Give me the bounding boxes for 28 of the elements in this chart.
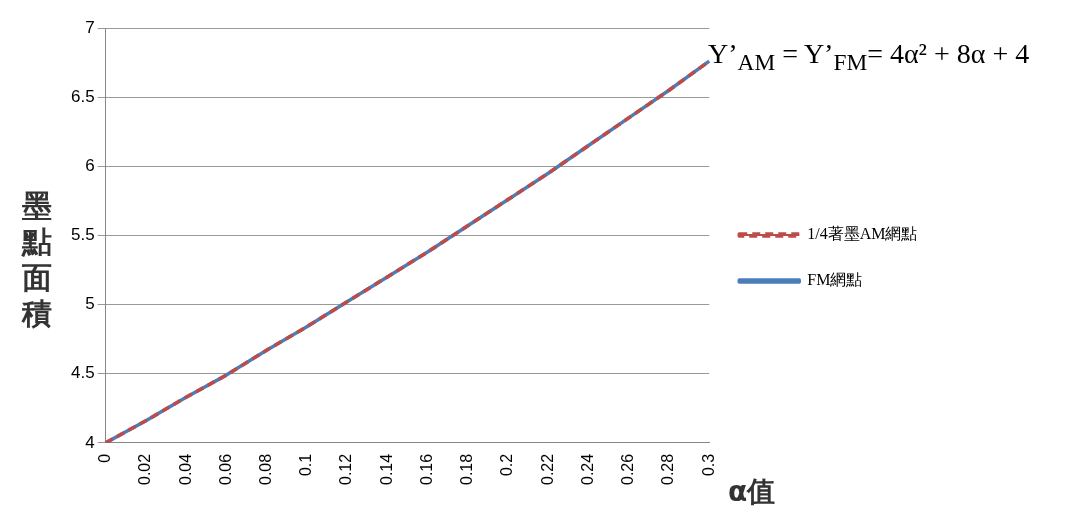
y-tick-label: 5 bbox=[85, 294, 95, 314]
x-tick-label: 0.2 bbox=[498, 453, 516, 477]
x-tick-label: 0.26 bbox=[619, 453, 637, 485]
x-tick-label: 0.28 bbox=[659, 453, 677, 485]
x-tick-label: 0.14 bbox=[377, 453, 395, 485]
annotation: Y’$_{AM}$ = Y’$_{FM}$= 4α² + 8α + 4 bbox=[708, 38, 1030, 76]
y-axis-title: 墨點面積 bbox=[20, 188, 53, 332]
legend-label: FM網點 bbox=[807, 271, 863, 289]
x-tick-label: 0.16 bbox=[417, 453, 435, 485]
y-tick-label: 4 bbox=[85, 432, 95, 452]
x-tick-label: 0.1 bbox=[297, 453, 315, 477]
y-tick-label: 4.5 bbox=[70, 363, 95, 383]
x-tick-label: 0 bbox=[96, 453, 114, 463]
x-tick-label: 0.24 bbox=[578, 453, 596, 485]
x-tick-label: 0.06 bbox=[216, 453, 234, 485]
legend-label: 1/4著墨AM網點 bbox=[807, 225, 918, 243]
x-axis-title: α值 bbox=[728, 474, 776, 510]
x-tick-label: 0.08 bbox=[257, 453, 274, 485]
x-tick-label: 0.3 bbox=[699, 453, 717, 477]
x-tick-label: 0.18 bbox=[458, 453, 476, 485]
x-tick-label: 0.22 bbox=[538, 453, 556, 485]
y-tick-label: 6.5 bbox=[70, 86, 95, 106]
y-tick-label: 7 bbox=[85, 17, 95, 37]
x-tick-label: 0.02 bbox=[136, 453, 154, 485]
y-tick-label: 5.5 bbox=[70, 225, 95, 245]
x-tick-label: 0.04 bbox=[176, 453, 194, 485]
x-tick-label: 0.12 bbox=[337, 453, 355, 485]
y-tick-label: 6 bbox=[85, 155, 95, 175]
